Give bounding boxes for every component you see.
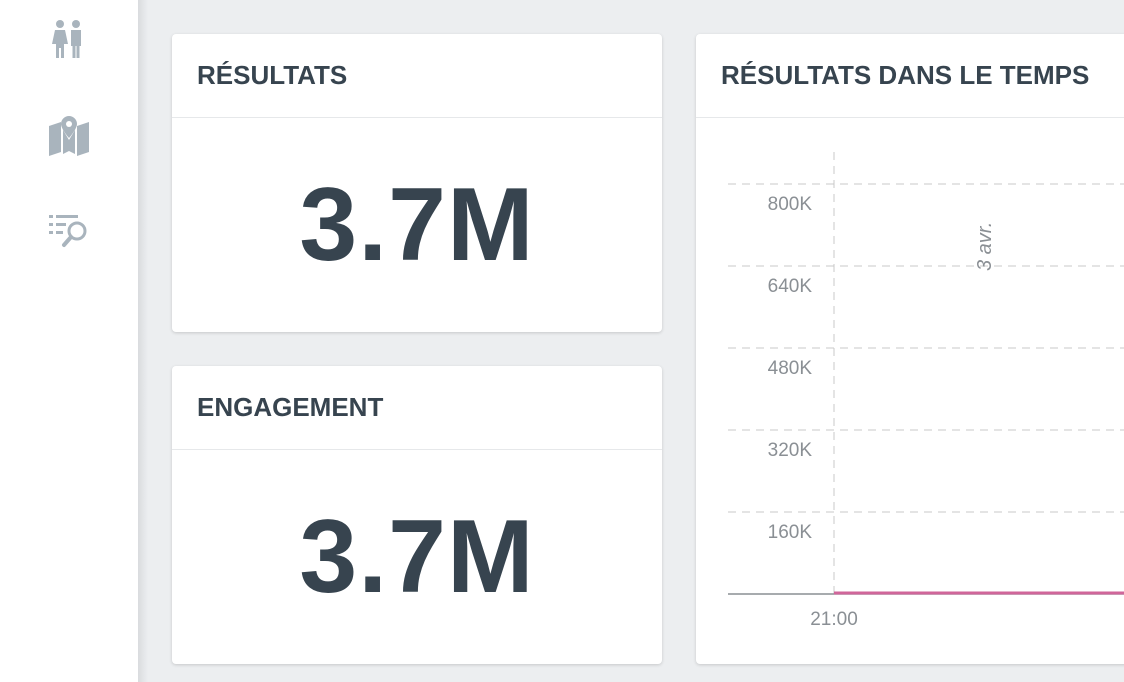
results-value: 3.7M bbox=[299, 166, 535, 283]
search-list-icon bbox=[49, 215, 87, 247]
sidebar-item-map[interactable] bbox=[44, 112, 94, 162]
results-card-header: RÉSULTATS bbox=[172, 34, 662, 118]
timeline-chart-svg: 160K 320K 480K 640K 800K 21:00 3 avr. bbox=[728, 152, 1124, 630]
sidebar-item-audience[interactable] bbox=[44, 14, 94, 64]
y-tick-label: 800K bbox=[768, 194, 813, 215]
results-card: RÉSULTATS 3.7M bbox=[172, 34, 662, 332]
engagement-value: 3.7M bbox=[299, 498, 535, 615]
y-tick-label: 480K bbox=[768, 358, 813, 379]
map-icon bbox=[49, 116, 89, 156]
timeline-card-title: RÉSULTATS DANS LE TEMPS bbox=[721, 60, 1090, 90]
y-tick-label: 640K bbox=[768, 276, 813, 297]
timeline-chart[interactable]: 160K 320K 480K 640K 800K 21:00 3 avr. bbox=[696, 118, 1124, 664]
date-annotation: 3 avr. bbox=[974, 222, 996, 271]
timeline-card-header: RÉSULTATS DANS LE TEMPS bbox=[696, 34, 1124, 118]
x-tick-label: 21:00 bbox=[810, 609, 858, 630]
sidebar-item-search-results[interactable] bbox=[44, 206, 94, 256]
engagement-card: ENGAGEMENT 3.7M bbox=[172, 366, 662, 664]
people-icon bbox=[52, 20, 81, 58]
engagement-card-header: ENGAGEMENT bbox=[172, 366, 662, 450]
results-card-title: RÉSULTATS bbox=[197, 60, 348, 90]
sidebar bbox=[0, 0, 138, 682]
engagement-card-title: ENGAGEMENT bbox=[197, 392, 384, 422]
sidebar-divider bbox=[138, 0, 148, 682]
y-tick-label: 320K bbox=[768, 440, 813, 461]
timeline-card: RÉSULTATS DANS LE TEMPS 160K 320K 480K 640K… bbox=[696, 34, 1124, 664]
y-tick-label: 160K bbox=[768, 522, 813, 543]
